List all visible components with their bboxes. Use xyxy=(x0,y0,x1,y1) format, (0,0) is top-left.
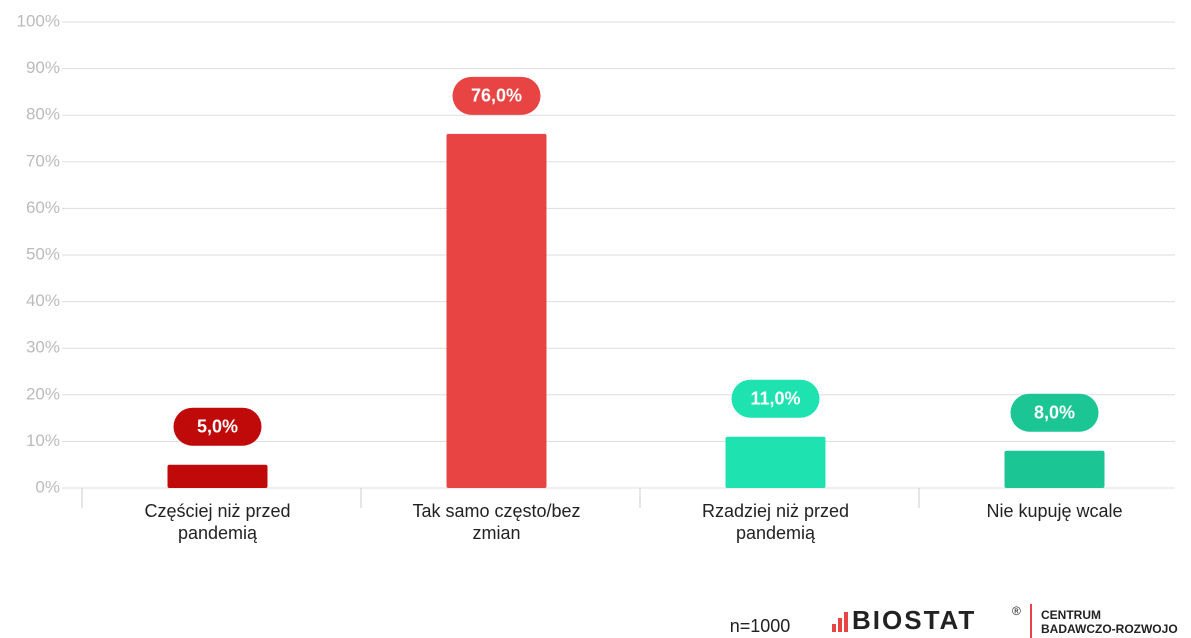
x-tick-label: Częściej niż przed pandemią xyxy=(144,501,291,543)
x-tick-label: Rzadziej niż przed pandemią xyxy=(701,501,850,543)
y-tick-label: 60% xyxy=(26,198,60,217)
value-label-pill xyxy=(452,76,541,115)
y-tick-label: 90% xyxy=(26,58,60,77)
y-tick-label: 70% xyxy=(26,151,60,170)
y-tick-label: 50% xyxy=(26,244,60,263)
bar xyxy=(725,436,826,488)
sample-size: n=1000 xyxy=(730,616,791,636)
bar xyxy=(167,464,268,488)
logo-icon xyxy=(832,612,848,632)
value-label-pill xyxy=(731,379,820,418)
value-label: 11,0% xyxy=(750,388,800,408)
y-tick-label: 100% xyxy=(17,11,60,30)
y-tick-label: 20% xyxy=(26,384,60,403)
x-tick-label: Tak samo często/bez zmian xyxy=(412,501,581,543)
y-tick-label: 80% xyxy=(26,105,60,124)
logo-registered: ® xyxy=(1012,604,1021,618)
value-label: 8,0% xyxy=(1034,402,1075,422)
value-label-pill xyxy=(173,407,262,446)
bar xyxy=(446,133,547,488)
bar xyxy=(1004,450,1105,488)
value-label: 5,0% xyxy=(197,416,238,436)
y-tick-label: 10% xyxy=(26,431,60,450)
logo-text: BIOSTAT xyxy=(852,605,976,635)
y-tick-label: 40% xyxy=(26,291,60,310)
value-label: 76,0% xyxy=(471,86,522,106)
logo-center-2: BADAWCZO-ROZWOJO xyxy=(1041,622,1178,636)
x-tick-label: Nie kupuję wcale xyxy=(986,501,1123,521)
y-tick-label: 0% xyxy=(35,477,60,496)
value-label-pill xyxy=(1010,393,1099,432)
logo-center-1: CENTRUM xyxy=(1041,608,1101,622)
y-tick-label: 30% xyxy=(26,338,60,357)
